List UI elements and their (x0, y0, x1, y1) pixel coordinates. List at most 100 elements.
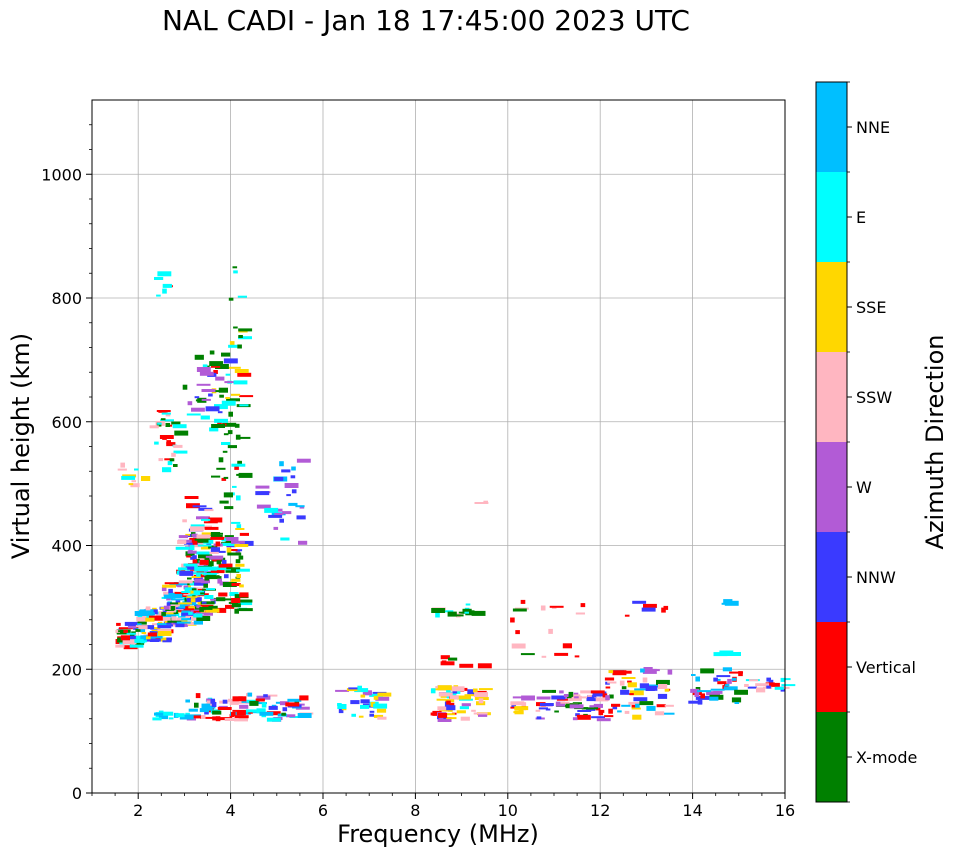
echo-point (179, 570, 194, 576)
echo-point (189, 526, 204, 532)
echo-point (370, 702, 376, 707)
echo-point (225, 604, 235, 609)
echo-point (203, 606, 213, 610)
echo-point (562, 643, 572, 649)
echo-point (629, 690, 644, 696)
echo-point (181, 591, 191, 593)
echo-point (224, 537, 239, 541)
echo-point (369, 693, 384, 697)
echo-point (234, 423, 240, 428)
echo-point (478, 698, 484, 704)
echo-point (628, 701, 643, 705)
echo-point (459, 663, 474, 668)
echo-point (224, 381, 234, 384)
echo-point (271, 704, 277, 707)
echo-point (210, 547, 220, 553)
echo-point (232, 485, 237, 488)
echo-point (337, 704, 347, 709)
echo-point (151, 627, 161, 630)
echo-point (706, 691, 720, 696)
x-tick-label: 2 (133, 801, 143, 820)
echo-point (436, 698, 446, 701)
echo-point (605, 695, 610, 701)
echo-point (275, 701, 281, 704)
echo-point (511, 704, 516, 707)
echo-point (709, 696, 719, 701)
echo-point (440, 655, 450, 660)
echo-point (215, 716, 221, 722)
echo-point (604, 677, 615, 681)
echo-point (128, 483, 134, 486)
echo-point (175, 713, 185, 718)
echo-point (574, 696, 579, 699)
echo-point (209, 561, 214, 567)
echo-point (159, 435, 174, 439)
echo-point (209, 350, 215, 355)
echo-point (119, 627, 133, 630)
echo-point (567, 695, 582, 701)
echo-point (226, 547, 232, 553)
echo-point (235, 563, 245, 567)
echo-point (217, 578, 222, 584)
echo-point (770, 682, 780, 687)
echo-point (535, 709, 541, 712)
echo-point (170, 604, 180, 607)
echo-point (734, 689, 748, 695)
echo-point (191, 576, 201, 578)
echo-point (176, 570, 182, 575)
echo-point (713, 677, 718, 682)
echo-point (471, 709, 476, 712)
echo-point (158, 458, 164, 462)
echo-point (196, 534, 211, 539)
echo-point (239, 404, 249, 407)
echo-point (223, 492, 233, 498)
echo-point (190, 598, 196, 603)
echo-point (190, 715, 205, 719)
echo-point (163, 605, 174, 610)
echo-point (449, 695, 459, 700)
echo-point (195, 693, 201, 699)
echo-point (170, 606, 176, 610)
echo-point (238, 599, 253, 603)
echo-point (138, 625, 148, 630)
echo-point (201, 518, 211, 521)
echo-point (205, 703, 211, 707)
echo-point (146, 638, 161, 642)
echo-point (465, 610, 475, 616)
echo-point (232, 709, 247, 712)
echo-point (279, 461, 284, 467)
echo-point (291, 466, 296, 471)
echo-point (632, 600, 647, 604)
echo-point (639, 683, 649, 689)
echo-point (274, 513, 284, 515)
echo-point (474, 692, 488, 698)
echo-point (199, 371, 214, 376)
echo-point (211, 364, 221, 368)
echo-point (656, 704, 666, 708)
echo-point (694, 692, 700, 697)
echo-point (231, 463, 246, 467)
echo-point (148, 615, 163, 621)
echo-point (229, 592, 239, 596)
echo-point (542, 689, 556, 693)
echo-point (629, 693, 634, 696)
echo-point (235, 559, 241, 564)
echo-point (768, 679, 774, 685)
echo-point (335, 689, 349, 692)
echo-point (216, 467, 226, 470)
echo-point (230, 393, 241, 396)
echo-point (700, 693, 705, 699)
echo-point (189, 590, 194, 594)
echo-point (228, 411, 233, 417)
echo-point (346, 688, 361, 692)
echo-point (218, 457, 224, 463)
echo-point (231, 583, 241, 586)
echo-point (290, 475, 296, 479)
echo-point (165, 423, 171, 427)
y-tick-label: 400 (51, 537, 82, 556)
echo-point (430, 712, 436, 716)
echo-point (464, 611, 469, 614)
echo-point (239, 592, 249, 598)
echo-point (221, 352, 231, 357)
echo-point (646, 705, 656, 711)
